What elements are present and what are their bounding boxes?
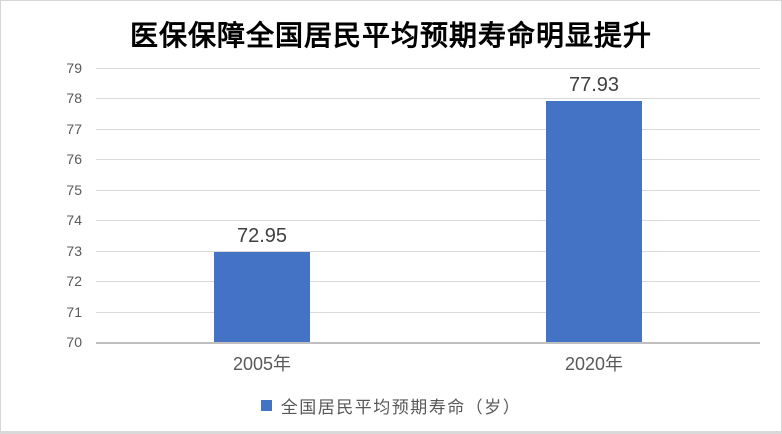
ytick-label-76: 76 [66,151,82,167]
gridline-73 [96,251,760,252]
legend-swatch-icon [260,400,272,411]
xtick-label-2020年: 2020年 [564,354,624,374]
ytick-label-71: 71 [66,304,82,320]
chart-title: 医保保障全国居民平均预期寿命明显提升 [129,20,652,51]
legend-label: 全国居民平均预期寿命（岁） [280,398,522,417]
gridline-78 [96,98,760,99]
xtick-label-2005年: 2005年 [232,354,292,374]
gridline-76 [96,159,760,160]
ytick-label-77: 77 [66,121,82,137]
gridline-77 [96,129,760,130]
bar-value-label-2005年: 72.95 [236,225,288,247]
legend: 全国居民平均预期寿命（岁） [1,393,781,418]
ytick-label-73: 73 [66,243,82,259]
gridline-71 [96,312,760,313]
bar-2005年 [214,252,310,342]
ytick-label-79: 79 [66,60,82,76]
gridline-72 [96,281,760,282]
ytick-label-75: 75 [66,182,82,198]
gridline-74 [96,220,760,221]
ytick-label-72: 72 [66,273,82,289]
ytick-label-78: 78 [66,90,82,106]
bar-value-label-2020年: 77.93 [568,74,620,96]
ytick-label-70: 70 [66,334,82,350]
bar-2020年 [546,101,642,342]
plot-area: 70 71 72 73 74 75 76 77 78 79 72.95 2005年 77.93 2020年 [66,60,760,374]
gridline-75 [96,190,760,191]
gridline-79 [96,68,760,69]
ytick-label-74: 74 [66,212,82,228]
